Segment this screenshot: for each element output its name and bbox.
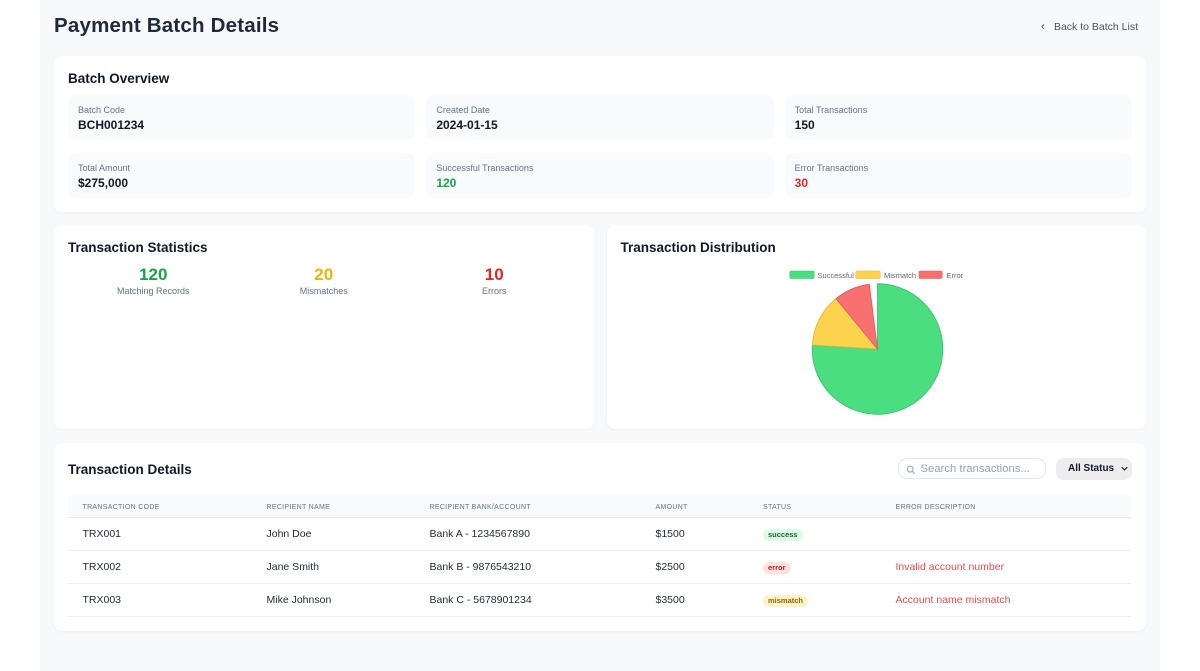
svg-text:Mismatch: Mismatch <box>884 271 916 280</box>
svg-text:Error: Error <box>946 271 963 280</box>
svg-text:Successful: Successful <box>817 271 854 280</box>
